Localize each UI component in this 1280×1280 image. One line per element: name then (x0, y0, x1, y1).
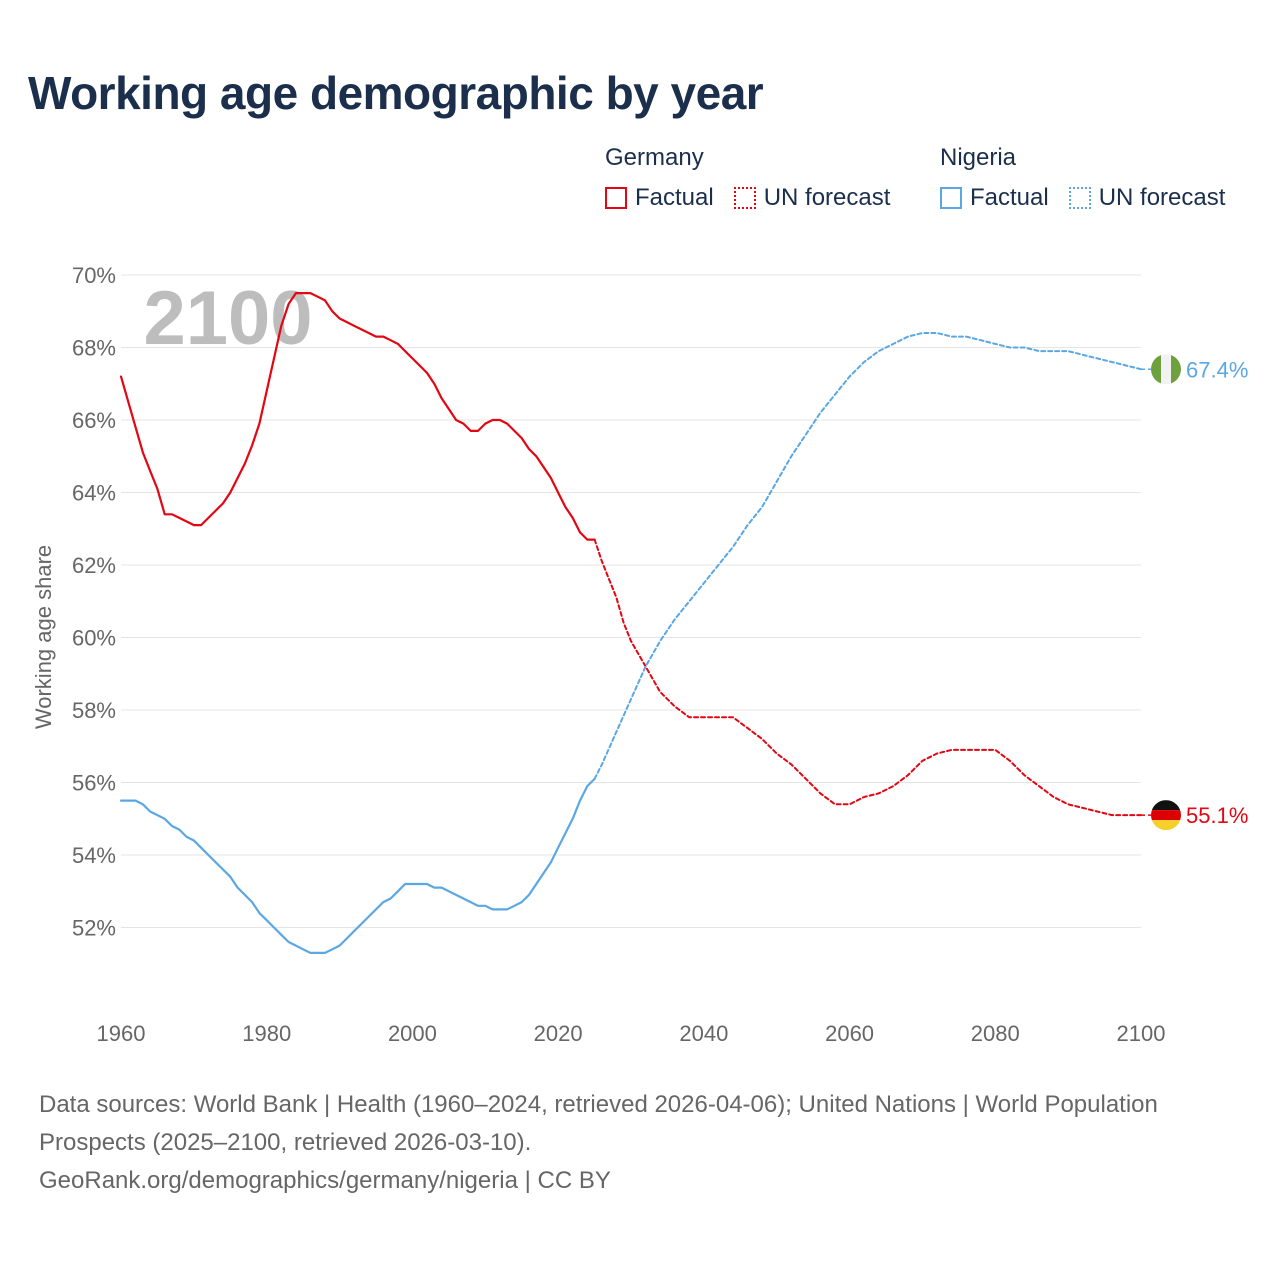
legend-label: Factual (635, 184, 714, 211)
legend-group-name: Nigeria (940, 144, 1017, 171)
series-lines (119, 292, 1142, 954)
y-axis-label: Working age share (31, 545, 56, 729)
source-attribution: GeoRank.org/demographics/germany/nigeria… (39, 1167, 611, 1194)
legend-swatch-solid (605, 187, 627, 209)
x-tick-label: 2080 (971, 1021, 1020, 1046)
legend-group-nigeria: Nigeria Factual UN forecast (940, 144, 1245, 212)
legend-group-name: Germany (605, 144, 704, 171)
germany-flag-icon (1151, 800, 1181, 831)
series-line-nigeria-forecast[interactable] (593, 332, 1142, 780)
series-line-nigeria-factual[interactable] (119, 777, 596, 954)
legend-swatch-dotted (733, 187, 756, 209)
y-tick-label: 62% (72, 553, 116, 578)
axes: 52% 54% 56% 58% 60% 62% 64% 66% 68% 70% 1960 1980 20… (31, 263, 1165, 1046)
y-tick-label: 66% (72, 408, 116, 433)
legend-item-germany-factual[interactable]: Factual (605, 184, 714, 212)
legend-group-germany: Germany Factual UN forecast (605, 144, 910, 212)
y-tick-label: 60% (72, 626, 116, 651)
series-line-germany-forecast[interactable] (593, 538, 1142, 817)
x-tick-label: 2040 (679, 1021, 728, 1046)
legend-item-nigeria-forecast[interactable]: UN forecast (1068, 184, 1226, 212)
gridlines (121, 274, 1141, 928)
end-value-label-germany: 55.1% (1186, 803, 1248, 828)
y-tick-label: 58% (72, 698, 116, 723)
y-tick-label: 52% (72, 916, 116, 941)
y-tick-label: 68% (72, 336, 116, 361)
y-tick-label: 70% (72, 263, 116, 288)
legend-label: UN forecast (763, 184, 891, 211)
legend-item-germany-forecast[interactable]: UN forecast (733, 184, 891, 212)
line-chart: 2100 52% 54% 56% 58% 60% 62% 64% 66% 68% 70% 1960 1… (31, 263, 1248, 1046)
x-tick-label: 2060 (825, 1021, 874, 1046)
x-tick-label: 2020 (534, 1021, 583, 1046)
end-value-label-nigeria: 67.4% (1186, 357, 1248, 382)
year-watermark: 2100 (143, 276, 312, 361)
end-labels: 67.4% 55.1% (1141, 354, 1248, 831)
y-tick-label: 64% (72, 481, 116, 506)
legend-swatch-solid (940, 187, 962, 209)
x-tick-label: 1980 (242, 1021, 291, 1046)
legend-label: Factual (970, 184, 1049, 211)
x-tick-label: 1960 (97, 1021, 146, 1046)
legend-label: UN forecast (1098, 184, 1226, 211)
y-tick-label: 54% (72, 843, 116, 868)
source-line: Data sources: World Bank | Health (1960–… (39, 1091, 1158, 1156)
legend-swatch-dotted (1068, 187, 1091, 209)
y-tick-label: 56% (72, 771, 116, 796)
x-tick-label: 2000 (388, 1021, 437, 1046)
legend-item-nigeria-factual[interactable]: Factual (940, 184, 1049, 212)
series-line-germany-factual[interactable] (119, 292, 596, 541)
nigeria-flag-icon (1151, 354, 1181, 385)
source-note: Data sources: World Bank | Health (1960–… (39, 1086, 1219, 1200)
x-tick-label: 2100 (1117, 1021, 1166, 1046)
chart-title: Working age demographic by year (28, 67, 764, 119)
